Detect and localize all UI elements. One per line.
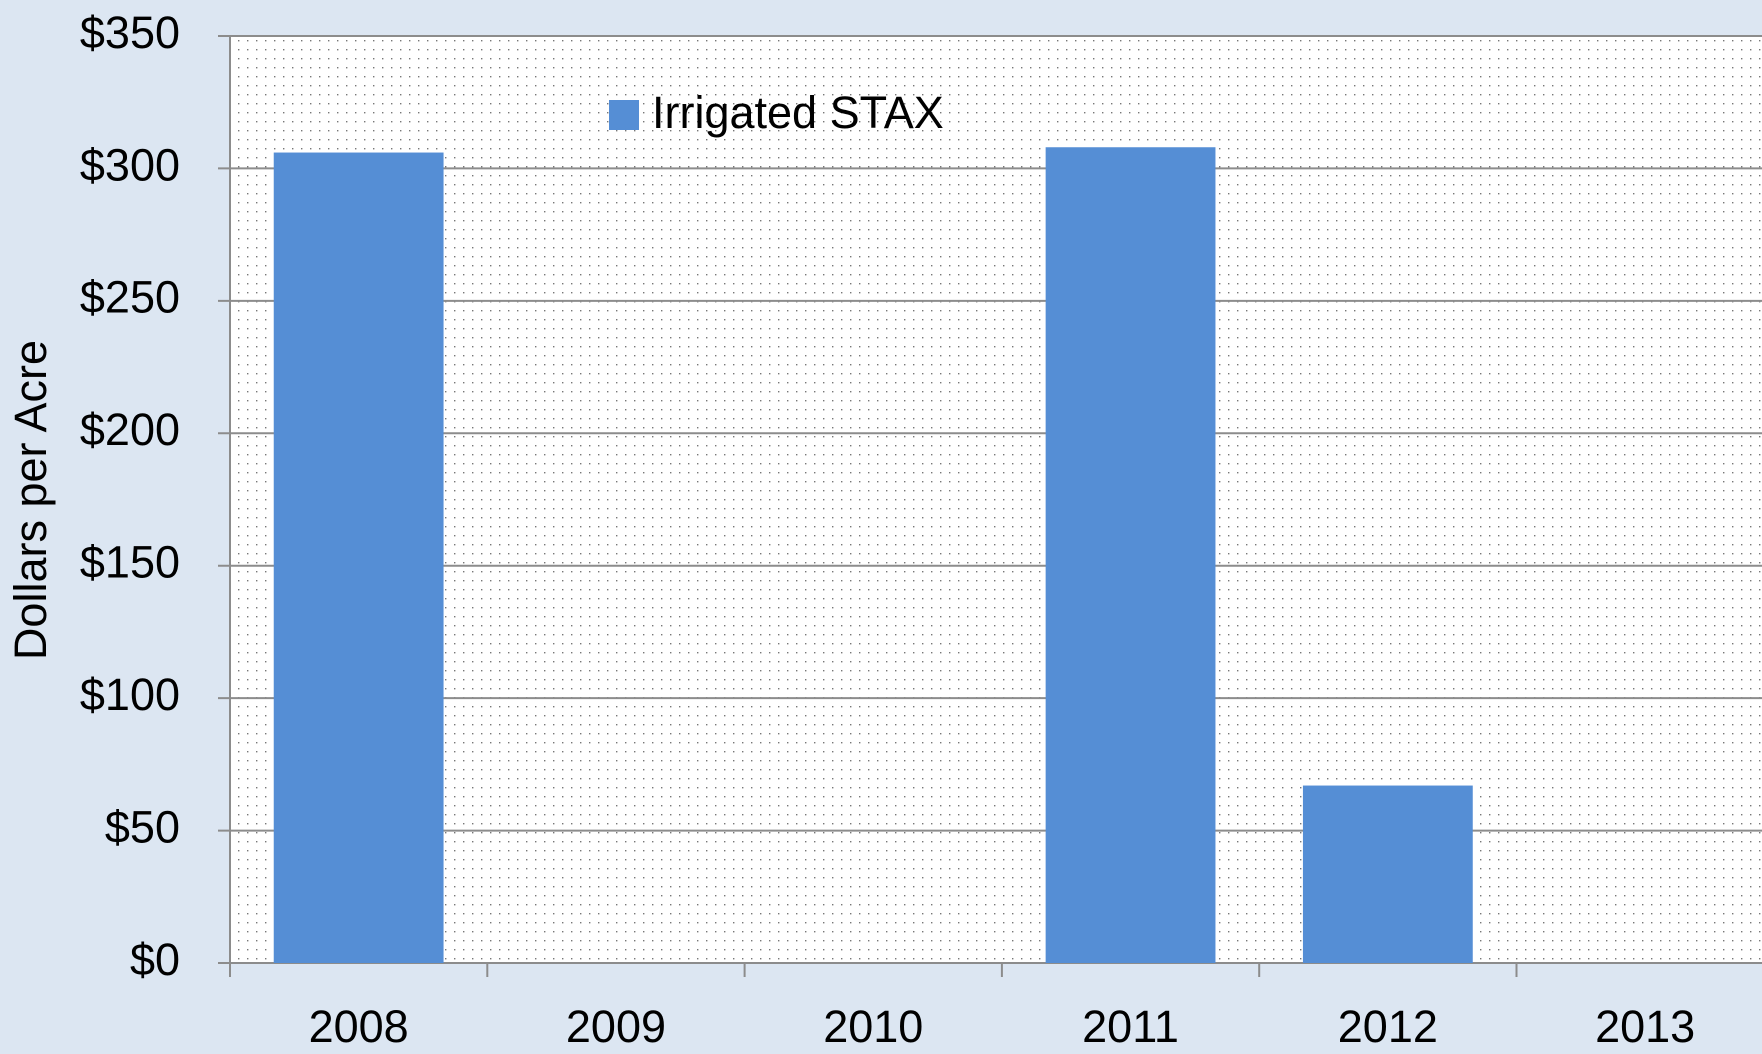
x-tick-label: 2011 — [1082, 1001, 1179, 1052]
bar — [1302, 785, 1473, 963]
bar — [273, 152, 444, 964]
y-tick-label: $150 — [80, 537, 180, 588]
y-tick-label: $250 — [80, 272, 180, 323]
x-tick-label: 2013 — [1595, 1001, 1695, 1052]
y-tick-label: $100 — [80, 669, 180, 720]
x-tick-label: 2010 — [823, 1001, 923, 1052]
x-tick-label: 2009 — [566, 1001, 666, 1052]
y-tick-label: $50 — [105, 801, 180, 852]
plot-area — [230, 36, 1762, 963]
bar — [1045, 147, 1216, 964]
y-tick-label: $350 — [80, 7, 180, 58]
y-tick-label: $0 — [130, 934, 180, 985]
y-axis-label: Dollars per Acre — [5, 340, 56, 660]
y-tick-label: $200 — [80, 404, 180, 455]
y-tick-label: $300 — [80, 139, 180, 190]
legend-swatch — [609, 100, 639, 130]
x-tick-label: 2008 — [309, 1001, 409, 1052]
legend-label: Irrigated STAX — [652, 87, 944, 138]
x-tick-label: 2012 — [1338, 1001, 1438, 1052]
